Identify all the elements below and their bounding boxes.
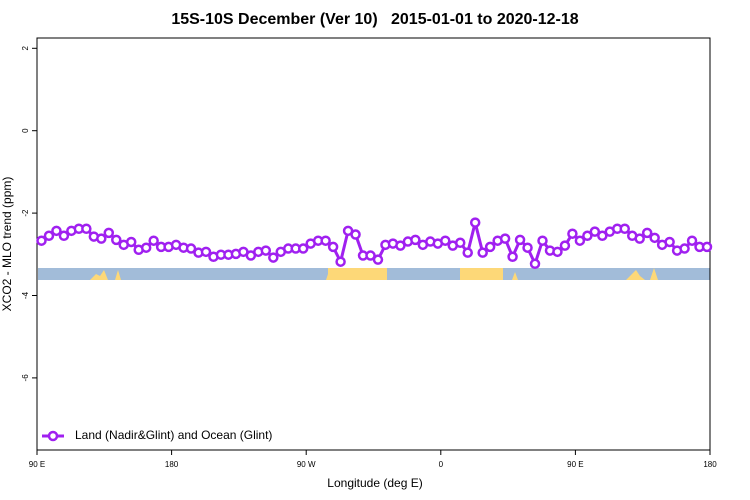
point [589, 226, 601, 237]
x-tick-label: 90 E [29, 460, 45, 469]
point [641, 227, 653, 239]
point [395, 240, 406, 251]
point [559, 240, 571, 251]
y-axis-label: XCO2 - MLO trend (ppm) [0, 177, 14, 312]
plot-frame [36, 37, 711, 451]
point [372, 254, 384, 265]
point [701, 241, 713, 253]
point [297, 243, 309, 254]
point [200, 246, 212, 258]
point [664, 236, 675, 248]
point [522, 242, 533, 253]
point [686, 235, 698, 246]
x-tick-label: 180 [165, 460, 179, 469]
point [649, 232, 660, 244]
legend-marker [47, 430, 59, 442]
point [51, 225, 62, 237]
point [552, 246, 563, 258]
land-patch [626, 270, 645, 280]
point [514, 234, 526, 246]
point [634, 233, 645, 244]
point [440, 235, 451, 246]
point [111, 234, 122, 246]
land-patch [115, 270, 121, 280]
point [148, 235, 159, 246]
point [499, 233, 511, 244]
point [268, 252, 279, 263]
point [365, 250, 376, 261]
point [537, 235, 548, 246]
point [619, 223, 631, 235]
point [260, 245, 272, 256]
y-tick-label: 0 [21, 128, 30, 133]
point [484, 241, 496, 253]
land-patch [460, 268, 503, 280]
point [125, 236, 137, 248]
x-axis-label: Longitude (deg E) [327, 476, 422, 490]
point [43, 230, 55, 242]
chart-title: 15S-10S December (Ver 10) 2015-01-01 to … [171, 11, 578, 28]
y-tick-label: -2 [21, 209, 30, 217]
point [529, 258, 541, 270]
point [462, 247, 473, 258]
y-tick-label: -4 [21, 291, 30, 299]
point [185, 243, 197, 254]
x-tick-label: 180 [703, 460, 717, 469]
land-patch [328, 268, 387, 280]
point [335, 256, 346, 267]
point [454, 237, 466, 249]
legend-label: Land (Nadir&Glint) and Ocean (Glint) [75, 428, 272, 442]
point [507, 251, 518, 263]
point [140, 242, 152, 253]
point [58, 230, 70, 242]
point [81, 223, 92, 235]
point [574, 235, 586, 246]
point [477, 247, 488, 258]
land-patch [326, 268, 330, 280]
point [410, 234, 421, 246]
point [469, 217, 481, 228]
land-ocean-band [38, 268, 710, 280]
y-tick-label: 2 [21, 46, 30, 51]
point [567, 228, 578, 239]
point [679, 243, 690, 254]
point [597, 230, 608, 242]
land-patch [512, 272, 518, 280]
point [582, 230, 593, 242]
land-patch [650, 268, 658, 280]
x-tick-label: 0 [439, 460, 444, 469]
point [327, 241, 339, 253]
point [103, 227, 115, 239]
point [320, 235, 331, 246]
point [36, 235, 47, 246]
y-tick-label: -6 [21, 374, 30, 382]
land-patch [90, 270, 108, 280]
x-tick-label: 90 E [567, 460, 583, 469]
point [96, 233, 107, 244]
point [350, 229, 361, 240]
x-tick-label: 90 W [297, 460, 316, 469]
